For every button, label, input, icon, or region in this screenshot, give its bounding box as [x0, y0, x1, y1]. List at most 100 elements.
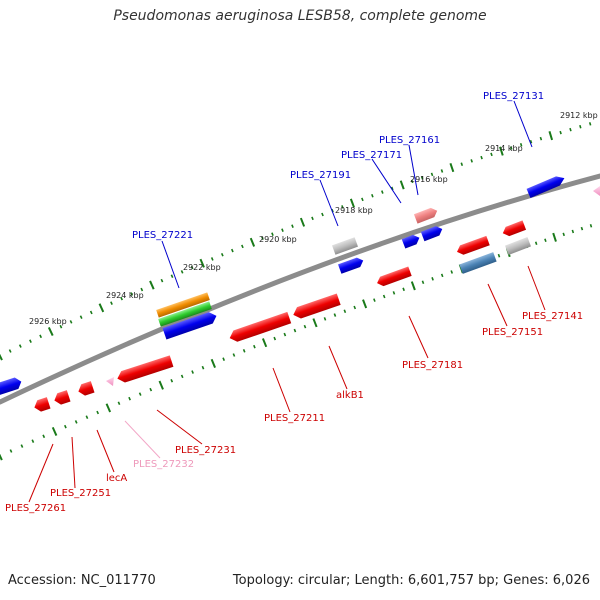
leader-line — [408, 315, 429, 359]
minor-tick — [160, 278, 164, 283]
leader-line — [272, 367, 291, 413]
minor-tick — [371, 193, 374, 198]
major-tick — [0, 353, 3, 361]
minor-tick — [430, 172, 434, 177]
gene-label-ples-27232[interactable]: PLES_27232 — [133, 459, 194, 470]
gene-arrow[interactable] — [338, 256, 365, 274]
minor-tick — [562, 232, 565, 237]
minor-tick — [410, 179, 414, 184]
minor-tick — [580, 226, 584, 231]
kbp-ruler-outer — [0, 122, 592, 361]
minor-tick — [321, 212, 324, 217]
minor-tick — [138, 392, 142, 396]
gene-arrow[interactable] — [401, 233, 421, 249]
minor-tick — [402, 287, 405, 292]
gene-label-ples-27221[interactable]: PLES_27221 — [132, 230, 193, 241]
minor-tick — [96, 410, 100, 415]
gene-arrow[interactable] — [53, 390, 71, 406]
ruler-label: 2924 kbp — [106, 291, 144, 300]
minor-tick — [421, 280, 425, 285]
minor-tick — [490, 152, 493, 157]
minor-tick — [293, 328, 297, 333]
gene-arrow[interactable] — [291, 293, 341, 321]
minor-tick — [579, 124, 582, 129]
minor-tick — [353, 305, 357, 310]
kbp-ruler-inner — [0, 224, 593, 461]
major-tick — [105, 403, 112, 413]
gene-label-alkb1[interactable]: alkB1 — [336, 390, 364, 401]
ruler-label: 2926 kbp — [29, 317, 67, 326]
gene-arrow[interactable] — [420, 224, 444, 242]
minor-tick — [341, 205, 344, 209]
major-tick — [158, 380, 164, 390]
genome-backbone — [0, 173, 600, 405]
minor-tick — [117, 401, 121, 406]
gene-arrow[interactable] — [156, 292, 210, 318]
gene-label-ples-27191[interactable]: PLES_27191 — [290, 170, 351, 181]
gene-arrow[interactable] — [0, 376, 23, 396]
leader-line — [156, 409, 203, 445]
gene-label-ples-27171[interactable]: PLES_27171 — [341, 150, 402, 161]
minor-tick — [529, 139, 533, 144]
gene-arrow[interactable] — [116, 355, 174, 384]
minor-tick — [323, 317, 327, 321]
minor-tick — [120, 296, 123, 301]
minor-tick — [450, 270, 454, 274]
gene-arrow[interactable] — [526, 174, 567, 199]
gene-arrow[interactable] — [33, 397, 51, 413]
leader-line — [319, 179, 339, 227]
minor-tick — [232, 353, 236, 357]
gene-arrow[interactable] — [459, 252, 497, 274]
gene-arrow[interactable] — [228, 311, 292, 344]
gene-arrow[interactable] — [375, 266, 412, 287]
gene-arrow[interactable] — [455, 235, 490, 257]
major-tick — [312, 318, 318, 328]
major-tick — [149, 280, 155, 290]
pseudogene-marker[interactable] — [593, 186, 600, 196]
minor-tick — [261, 236, 264, 240]
major-tick — [299, 217, 306, 227]
gene-arrow[interactable] — [505, 237, 531, 255]
minor-tick — [190, 265, 194, 270]
gene-label-ples-27161[interactable]: PLES_27161 — [379, 135, 440, 146]
gene-label-ples-27181[interactable]: PLES_27181 — [402, 360, 463, 371]
minor-tick — [170, 274, 174, 279]
minor-tick — [440, 273, 444, 278]
pseudogene-marker[interactable] — [106, 377, 114, 386]
gene-label-ples-27211[interactable]: PLES_27211 — [264, 413, 325, 424]
ruler-label: 2922 kbp — [183, 263, 221, 272]
label-leaders — [28, 100, 546, 503]
minor-tick — [64, 424, 67, 429]
minor-tick — [291, 224, 294, 228]
gene-label-ples-27251[interactable]: PLES_27251 — [50, 488, 111, 499]
minor-tick — [420, 176, 424, 180]
gene-arrow[interactable] — [158, 301, 212, 327]
minor-tick — [311, 216, 314, 221]
ruler-label: 2918 kbp — [335, 206, 373, 215]
gene-label-leca[interactable]: lecA — [106, 473, 127, 484]
gene-label-ples-27131[interactable]: PLES_27131 — [483, 91, 544, 102]
minor-tick — [303, 324, 307, 329]
minor-tick — [539, 136, 543, 141]
minor-tick — [191, 370, 194, 374]
minor-tick — [273, 336, 277, 341]
minor-tick — [149, 387, 153, 392]
gene-label-ples-27261[interactable]: PLES_27261 — [5, 503, 66, 514]
gene-label-ples-27151[interactable]: PLES_27151 — [482, 327, 543, 338]
gene-arrow[interactable] — [162, 310, 219, 340]
minor-tick — [242, 349, 246, 353]
minor-tick — [89, 310, 93, 315]
gene-arrow[interactable] — [413, 206, 439, 224]
gene-arrow[interactable] — [501, 220, 527, 238]
forward-features — [0, 174, 567, 396]
major-tick — [261, 338, 268, 348]
gene-label-ples-27231[interactable]: PLES_27231 — [175, 445, 236, 456]
minor-tick — [271, 232, 274, 236]
minor-tick — [480, 155, 483, 160]
gene-arrow[interactable] — [332, 237, 358, 255]
leader-line — [527, 265, 546, 311]
gene-arrow[interactable] — [77, 381, 95, 397]
gene-label-ples-27141[interactable]: PLES_27141 — [522, 311, 583, 322]
minor-tick — [170, 378, 174, 383]
